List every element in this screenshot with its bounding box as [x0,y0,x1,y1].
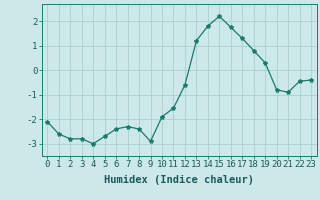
X-axis label: Humidex (Indice chaleur): Humidex (Indice chaleur) [104,175,254,185]
